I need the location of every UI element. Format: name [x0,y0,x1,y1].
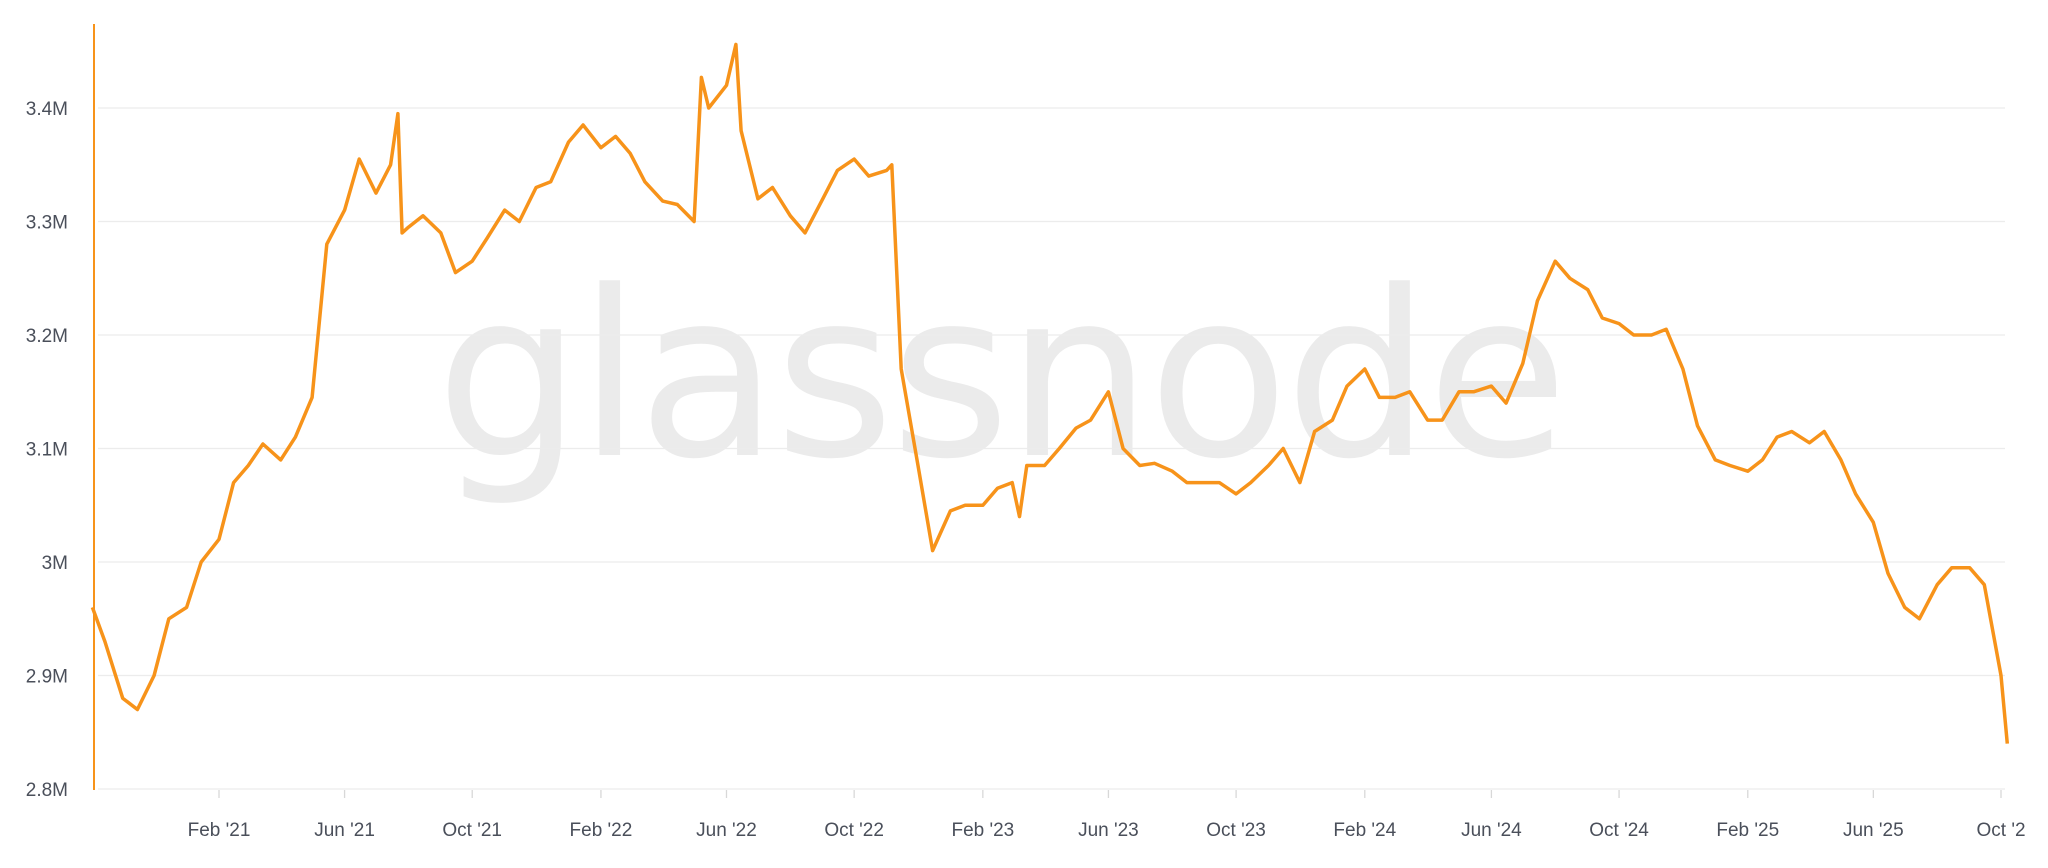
x-tick-label: Jun '23 [1078,820,1139,841]
x-tick-label: Feb '24 [1333,820,1396,841]
x-tick-label: Jun '25 [1843,820,1904,841]
x-tick-label: Feb '23 [951,820,1014,841]
x-tick-label: Oct '21 [442,820,502,841]
x-tick-label: Jun '21 [314,820,375,841]
y-tick-label: 3.4M [26,99,68,120]
y-tick-label: 2.8M [26,780,68,801]
x-tick-label: Oct '23 [1206,820,1266,841]
x-axis-ticks: Feb '21 Jun '21 Oct '21 Feb '22 Jun '22 Oct '… [188,790,2026,841]
y-tick-label: 3M [42,553,68,574]
gridlines [98,107,2005,790]
x-tick-label: Jun '24 [1461,820,1522,841]
series-line [90,42,2010,744]
y-tick-label: 3.1M [26,440,68,461]
x-tick-label: Oct '2 [1976,820,2025,841]
y-axis-ticks: 2.8M 2.9M 3M 3.1M 3.2M 3.3M 3.4M [26,99,68,801]
y-tick-label: 2.9M [26,667,68,688]
y-tick-label: 3.3M [26,213,68,234]
x-tick-label: Feb '25 [1716,820,1779,841]
watermark-logo: glassnode [436,243,1565,510]
x-tick-label: Feb '21 [188,820,251,841]
x-tick-label: Oct '22 [824,820,884,841]
x-tick-label: Jun '22 [696,820,757,841]
x-tick-label: Oct '24 [1589,820,1649,841]
x-tick-label: Feb '22 [570,820,633,841]
y-tick-label: 3.2M [26,326,68,347]
